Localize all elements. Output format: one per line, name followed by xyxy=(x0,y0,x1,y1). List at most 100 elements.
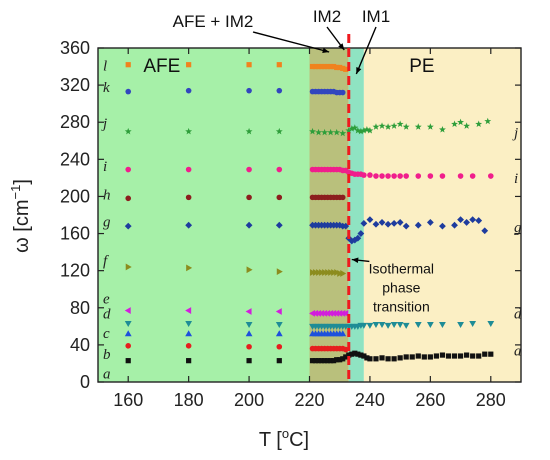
point-g-28 xyxy=(402,222,410,230)
x-axis-title: T [oC] xyxy=(259,426,309,451)
point-g-37 xyxy=(481,227,489,235)
point-d-24 xyxy=(378,321,386,328)
point-g-31 xyxy=(439,222,446,230)
point-f-7 xyxy=(319,269,326,276)
point-h-0 xyxy=(125,195,132,202)
point-j-0 xyxy=(124,127,132,135)
point-a-11 xyxy=(331,358,337,364)
point-i-24 xyxy=(379,173,385,179)
point-i-2 xyxy=(246,166,252,173)
point-a-37 xyxy=(451,353,458,359)
point-e-0 xyxy=(124,307,131,314)
point-j-19 xyxy=(378,122,386,129)
point-a-6 xyxy=(315,358,322,364)
mode-label-left-k: k xyxy=(103,80,110,96)
y-tick-label-200: 200 xyxy=(60,186,90,206)
point-g-0 xyxy=(124,222,132,230)
point-j-31 xyxy=(484,117,492,125)
y-axis-title: ω [cm−1] xyxy=(8,179,33,253)
series-c xyxy=(124,330,347,337)
point-g-20 xyxy=(357,230,365,237)
point-k-1 xyxy=(185,87,192,94)
point-j-8 xyxy=(333,128,341,136)
point-g-26 xyxy=(390,219,398,227)
point-j-17 xyxy=(366,126,374,134)
point-f-13 xyxy=(337,270,344,277)
point-e-13 xyxy=(336,309,343,317)
point-j-12 xyxy=(351,124,359,131)
series-b xyxy=(125,343,349,353)
point-i-1 xyxy=(185,166,192,173)
point-d-1 xyxy=(185,321,193,328)
point-a-10 xyxy=(328,358,334,364)
point-c-0 xyxy=(124,330,132,337)
point-g-3 xyxy=(275,221,283,229)
phase-region-2 xyxy=(348,48,364,382)
point-i-32 xyxy=(457,173,464,179)
point-g-34 xyxy=(463,219,471,226)
point-i-31 xyxy=(439,173,446,179)
point-a-23 xyxy=(367,356,373,362)
point-f-10 xyxy=(328,269,335,276)
x-tick-label-240: 240 xyxy=(355,390,385,410)
point-g-32 xyxy=(451,221,458,229)
point-b-3 xyxy=(276,343,283,350)
point-i-21 xyxy=(361,172,367,178)
point-a-21 xyxy=(361,353,367,359)
point-a-42 xyxy=(482,351,488,357)
point-g-13 xyxy=(336,221,344,229)
point-d-33 xyxy=(469,321,477,328)
mode-label-left-f: f xyxy=(103,253,109,269)
point-i-34 xyxy=(487,173,494,179)
point-a-19 xyxy=(355,351,361,357)
point-d-3 xyxy=(275,321,283,328)
point-a-5 xyxy=(312,358,319,364)
point-j-23 xyxy=(402,123,410,130)
mode-label-right-g: g xyxy=(514,220,522,236)
point-a-26 xyxy=(385,356,391,362)
point-h-1 xyxy=(185,194,192,201)
point-j-1 xyxy=(185,127,193,135)
point-i-28 xyxy=(403,173,409,179)
top-label-arrowhead-1 xyxy=(338,43,345,50)
y-tick-label-40: 40 xyxy=(70,335,90,355)
point-e-11 xyxy=(330,309,337,317)
point-i-23 xyxy=(373,173,379,179)
point-l-14 xyxy=(340,65,346,72)
point-g-30 xyxy=(426,219,434,226)
point-a-14 xyxy=(340,356,346,362)
point-a-22 xyxy=(364,355,370,361)
point-f-11 xyxy=(331,269,338,276)
point-i-25 xyxy=(385,173,391,179)
point-a-9 xyxy=(325,358,331,364)
annotation-line-0: Isothermal xyxy=(369,260,434,276)
point-i-30 xyxy=(427,173,434,179)
point-i-26 xyxy=(391,173,397,179)
series-d xyxy=(124,321,495,330)
series-h xyxy=(125,194,346,202)
mode-label-left-e: e xyxy=(103,291,110,307)
mode-label-right-a: a xyxy=(514,343,522,359)
series-a xyxy=(125,350,494,364)
point-e-5 xyxy=(312,309,319,317)
point-j-29 xyxy=(463,122,471,129)
point-a-27 xyxy=(391,356,397,362)
point-j-4 xyxy=(309,127,316,135)
point-b-2 xyxy=(246,343,252,350)
point-g-25 xyxy=(384,220,392,228)
point-j-25 xyxy=(426,123,434,130)
point-d-34 xyxy=(487,321,495,328)
point-l-3 xyxy=(276,62,282,68)
point-f-4 xyxy=(310,269,317,276)
top-label-1: IM2 xyxy=(313,7,341,26)
point-j-26 xyxy=(439,126,446,133)
point-a-20 xyxy=(358,352,364,358)
point-g-1 xyxy=(185,221,193,229)
point-k-2 xyxy=(246,87,252,94)
point-d-2 xyxy=(245,321,253,328)
point-a-24 xyxy=(373,356,379,362)
mode-label-left-d: d xyxy=(103,306,111,322)
y-tick-label-80: 80 xyxy=(70,298,90,318)
mode-label-left-j: j xyxy=(101,116,107,132)
